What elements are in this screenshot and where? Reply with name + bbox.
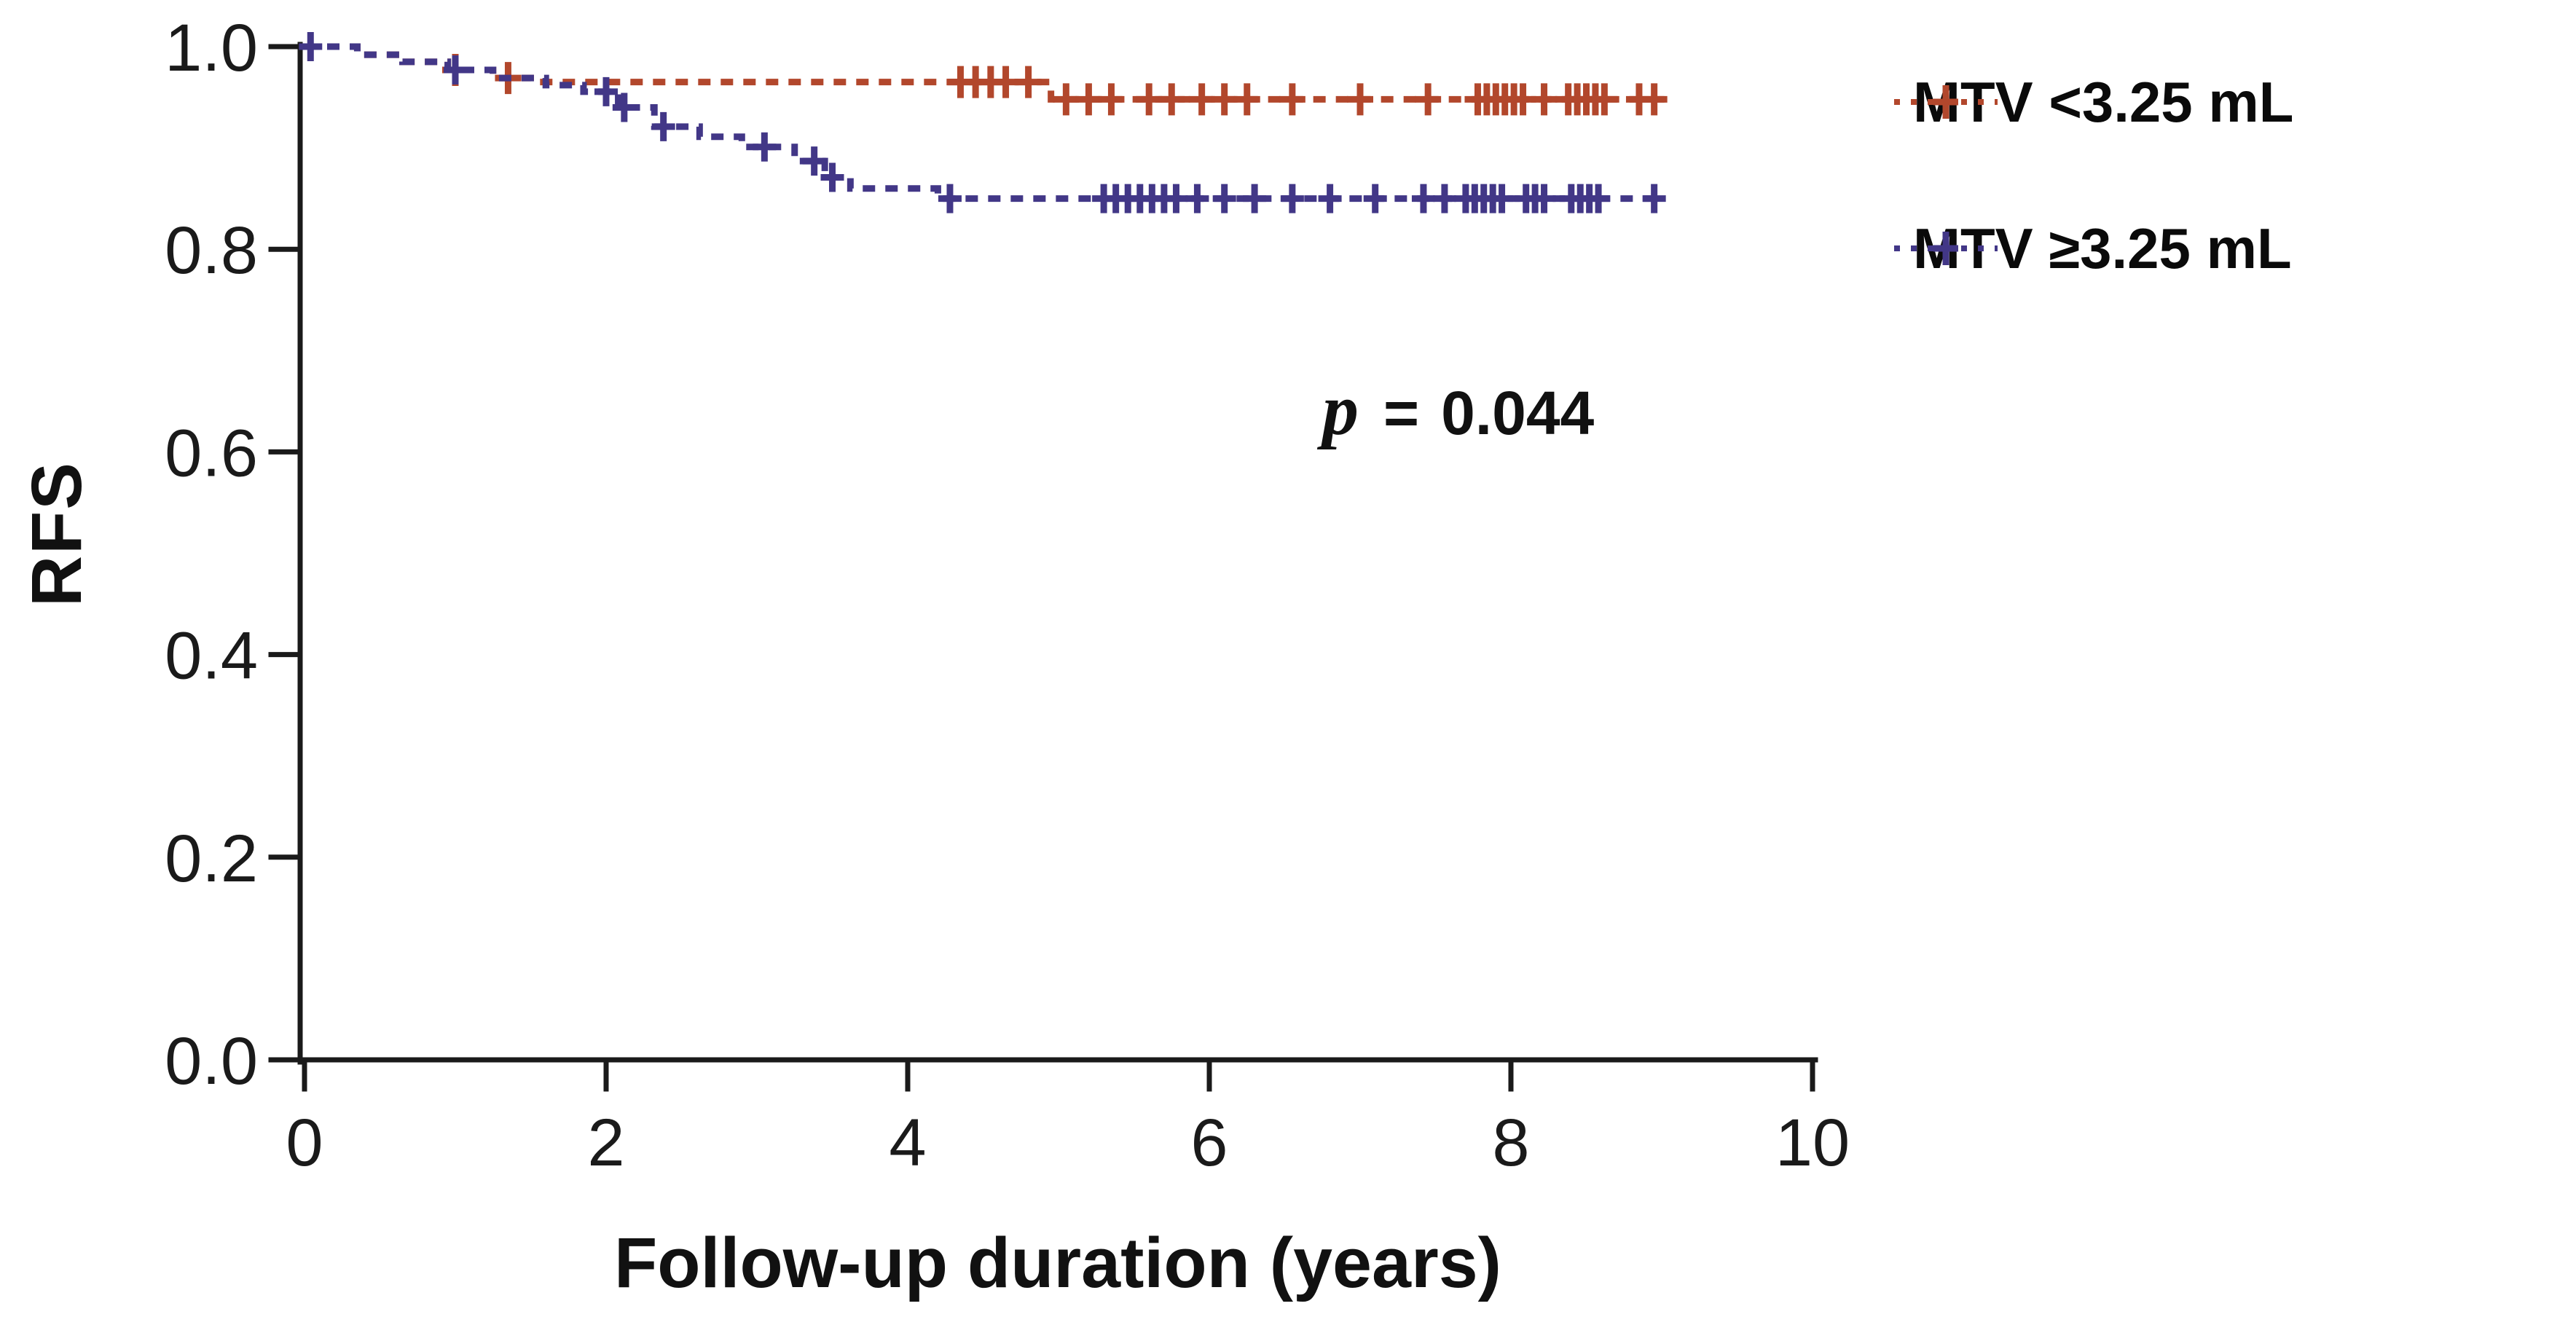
legend-label-mtv-low: MTV <3.25 mL bbox=[1913, 69, 2294, 134]
axes bbox=[268, 42, 1818, 1092]
censor-plus-mark bbox=[1591, 83, 1618, 116]
censor-plus-mark bbox=[651, 111, 675, 141]
legend-item-mtv-high: MTV ≥3.25 mL bbox=[1891, 211, 2292, 286]
censor-plus-mark bbox=[1164, 184, 1188, 213]
censor-plus-mark bbox=[1363, 184, 1387, 213]
censor-plus-mark bbox=[1641, 83, 1668, 116]
censor-plus-mark bbox=[1642, 184, 1666, 213]
legend-label-mtv-high: MTV ≥3.25 mL bbox=[1913, 216, 2292, 280]
censor-plus-mark bbox=[612, 93, 636, 122]
censor-plus-mark bbox=[299, 32, 323, 61]
y-tick-label: 0.6 bbox=[165, 416, 258, 490]
legend-swatch-art bbox=[1894, 232, 1998, 265]
x-tick-label: 10 bbox=[1775, 1106, 1850, 1180]
x-tick-label: 0 bbox=[286, 1106, 323, 1180]
x-tick-label: 2 bbox=[587, 1106, 624, 1180]
censor-plus-mark bbox=[1158, 83, 1185, 116]
censor-plus-mark bbox=[1279, 83, 1305, 116]
tick-labels: 1.0 0.8 0.6 0.4 0.2 0.0 0 2 4 6 8 10 bbox=[165, 11, 1850, 1180]
y-axis-title: RFS bbox=[17, 461, 96, 607]
censor-plus-mark bbox=[1432, 184, 1456, 213]
censor-plus-mark bbox=[753, 132, 777, 162]
legend-swatch-0 bbox=[1894, 85, 1998, 119]
censor-plus-mark bbox=[1415, 83, 1442, 116]
censor-plus-mark bbox=[594, 76, 618, 106]
censor-plus-mark bbox=[1532, 184, 1556, 213]
censor-plus-mark bbox=[1587, 184, 1611, 213]
censor-plus-mark bbox=[1233, 83, 1260, 116]
censor-plus-mark bbox=[992, 66, 1019, 98]
censor-plus-mark bbox=[444, 55, 467, 84]
x-tick-label: 8 bbox=[1492, 1106, 1529, 1180]
legend-swatch-1 bbox=[1894, 232, 1998, 265]
censor-plus-mark bbox=[1188, 83, 1215, 116]
censor-marks bbox=[299, 32, 1666, 213]
x-tick-label: 6 bbox=[1190, 1106, 1228, 1180]
legend-item-mtv-low: MTV <3.25 mL bbox=[1891, 64, 2293, 140]
censor-plus-mark bbox=[1015, 66, 1042, 98]
censor-plus-mark bbox=[1280, 184, 1304, 213]
y-tick-label: 0.4 bbox=[165, 619, 258, 693]
legend-swatch-art bbox=[1894, 85, 1998, 119]
series-mtv-high bbox=[299, 32, 1666, 213]
p-equals: = bbox=[1383, 379, 1420, 447]
censor-plus-mark bbox=[1075, 83, 1102, 116]
p-value-number: 0.044 bbox=[1441, 379, 1595, 447]
p-symbol: p bbox=[1322, 369, 1359, 450]
y-tick-label: 0.8 bbox=[165, 213, 258, 288]
censor-plus-mark bbox=[1490, 184, 1514, 213]
censor-plus-mark bbox=[1185, 184, 1209, 213]
legend-plus-mark bbox=[1933, 85, 1958, 119]
censor-plus-mark bbox=[1136, 83, 1163, 116]
p-value-annotation: p = 0.044 bbox=[1322, 368, 1730, 452]
x-axis-title: Follow-up duration (years) bbox=[614, 1223, 1501, 1302]
censor-plus-mark bbox=[1411, 184, 1435, 213]
y-tick-label: 0.2 bbox=[165, 822, 258, 896]
censor-plus-mark bbox=[938, 184, 962, 213]
censor-plus-mark bbox=[1098, 83, 1125, 116]
censor-plus-mark bbox=[1053, 83, 1080, 116]
y-tick-label: 0.0 bbox=[165, 1024, 258, 1098]
x-tick-label: 4 bbox=[889, 1106, 926, 1180]
censor-plus-mark bbox=[1318, 184, 1342, 213]
legend-plus-mark bbox=[1933, 232, 1958, 265]
censor-plus-mark bbox=[1347, 83, 1373, 116]
censor-plus-mark bbox=[1243, 184, 1267, 213]
censor-plus-mark bbox=[1211, 83, 1238, 116]
censor-plus-mark bbox=[1212, 184, 1236, 213]
censor-plus-mark bbox=[820, 162, 844, 192]
censor-plus-mark bbox=[802, 146, 826, 176]
y-tick-label: 1.0 bbox=[165, 11, 258, 85]
censor-marks bbox=[442, 53, 1668, 116]
censor-plus-mark bbox=[1531, 83, 1558, 116]
